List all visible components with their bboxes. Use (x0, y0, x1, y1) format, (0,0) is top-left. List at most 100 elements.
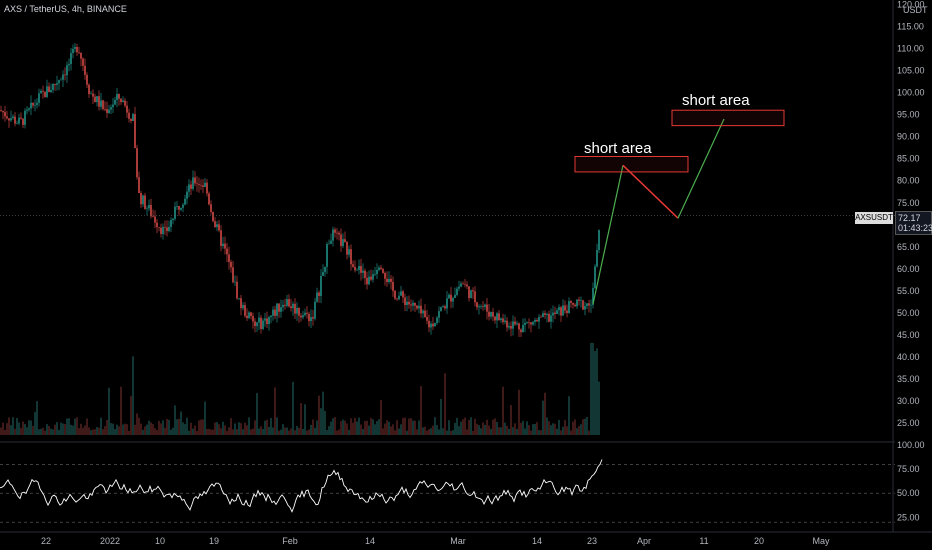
candle-body (36, 102, 38, 105)
candle-body (268, 317, 270, 324)
volume-bar (296, 426, 298, 435)
candle-body (548, 313, 550, 322)
candle-body (338, 232, 340, 235)
candle-body (472, 290, 474, 292)
volume-bar (12, 417, 14, 435)
volume-bar (452, 430, 454, 435)
candle-body (488, 311, 490, 317)
volume-bar (2, 422, 4, 435)
volume-bar (294, 430, 296, 435)
candle-body (590, 304, 592, 306)
candle-body (480, 306, 482, 307)
candle-body (520, 329, 522, 333)
candle-body (234, 281, 236, 283)
candle-body (512, 321, 514, 329)
candle-body (264, 318, 266, 321)
volume-bar (276, 417, 278, 435)
volume-bar (598, 381, 600, 435)
volume-bar (516, 428, 518, 435)
candle-body (484, 304, 486, 307)
candle-body (490, 312, 492, 317)
candle-body (574, 304, 576, 307)
volume-bar (160, 423, 162, 435)
symbol-price-label: AXSUSDT (855, 212, 893, 224)
candle-body (582, 300, 584, 310)
volume-bar (190, 422, 192, 435)
candle-body (460, 283, 462, 287)
candle-body (438, 311, 440, 318)
volume-bar (66, 418, 68, 435)
volume-bar (234, 423, 236, 435)
volume-bar (438, 429, 440, 435)
volume-bar (206, 428, 208, 435)
volume-bar (456, 417, 458, 435)
candle-body (286, 299, 288, 306)
projection-path (592, 118, 725, 305)
candle-body (254, 321, 256, 327)
volume-bar (412, 420, 414, 435)
candle-body (518, 323, 520, 330)
volume-bar (546, 417, 548, 435)
candle-body (156, 222, 158, 228)
volume-bar (86, 418, 88, 435)
volume-bar (554, 423, 556, 435)
volume-bar (384, 423, 386, 435)
volume-bar (528, 425, 530, 435)
candle-body (334, 229, 336, 233)
candle-body (350, 249, 352, 265)
candle-body (386, 278, 388, 283)
volume-bar (596, 348, 598, 435)
candle-body (572, 302, 574, 305)
volume-bar (336, 430, 338, 435)
candle-body (12, 116, 14, 119)
candle-body (482, 306, 484, 307)
short-area-box (574, 155, 689, 173)
volume-bar (352, 422, 354, 435)
volume-bar (544, 392, 546, 435)
candle-body (302, 315, 304, 318)
candle-body (434, 322, 436, 327)
volume-bar (540, 430, 542, 435)
candle-body (382, 269, 384, 273)
time-tick-label: 23 (587, 536, 597, 546)
volume-bar (500, 427, 502, 435)
candle-body (186, 191, 188, 199)
candle-body (242, 305, 244, 309)
candle-body (292, 303, 294, 309)
volume-bar (592, 342, 594, 435)
volume-bar (548, 421, 550, 435)
candle-body (190, 184, 192, 189)
candle-body (212, 211, 214, 222)
volume-bar (92, 429, 94, 435)
candle-body (244, 305, 246, 316)
candle-body (384, 272, 386, 279)
annotation-short-area-2[interactable]: short area (682, 92, 750, 109)
candle-body (356, 269, 358, 271)
annotation-short-area-1[interactable]: short area (584, 140, 652, 157)
volume-bar (126, 424, 128, 435)
candle-body (404, 297, 406, 305)
volume-bar (484, 424, 486, 435)
volume-bar (378, 419, 380, 435)
candle-body (112, 104, 114, 108)
volume-bar (116, 424, 118, 435)
candle-body (62, 74, 64, 80)
volume-bar (490, 428, 492, 435)
volume-bar (252, 428, 254, 435)
volume-bar (364, 421, 366, 435)
candle-body (452, 298, 454, 302)
candle-body (408, 301, 410, 305)
volume-bar (74, 418, 76, 435)
candle-body (0, 110, 2, 111)
candle-body (100, 100, 102, 107)
volume-bar (576, 428, 578, 435)
volume-bar (222, 421, 224, 435)
price-tick-label: 40.00 (897, 352, 920, 362)
volume-bar (112, 423, 114, 435)
volume-bar (208, 428, 210, 435)
candle-body (586, 303, 588, 306)
candle-body (64, 74, 66, 76)
candle-body (576, 299, 578, 307)
